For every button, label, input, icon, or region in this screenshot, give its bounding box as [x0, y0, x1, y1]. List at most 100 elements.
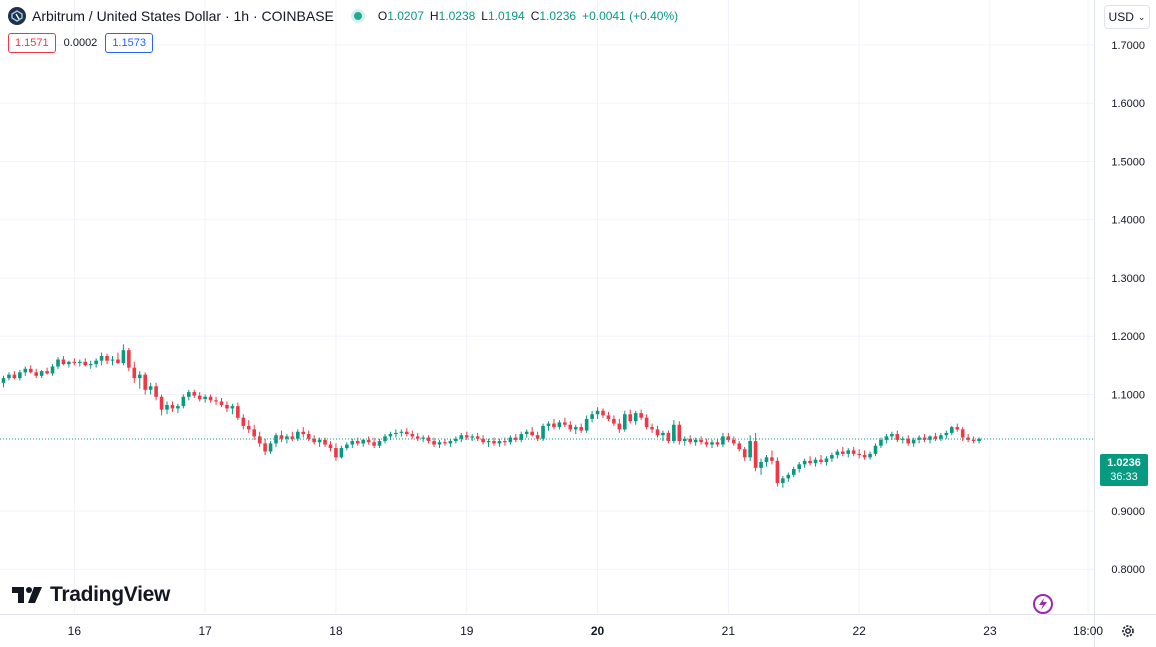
candle: [132, 361, 137, 383]
candle: [230, 403, 235, 415]
candle-body: [579, 427, 583, 431]
price-tick-label: 1.4000: [1111, 215, 1145, 227]
candle: [252, 424, 256, 440]
ohlc-values: O1.0207 H1.0238 L1.0194 C1.0236 +0.0041 …: [378, 9, 678, 23]
high-label: H: [429, 9, 439, 23]
candle: [726, 432, 731, 443]
candle: [432, 437, 436, 447]
candle: [110, 356, 115, 366]
candle: [61, 356, 66, 366]
time-axis[interactable]: 16 17 18 19 20 21 22 23 18:00: [68, 624, 1104, 638]
candle-body: [345, 444, 349, 449]
candle: [770, 450, 774, 465]
candle: [23, 366, 28, 376]
candle: [623, 410, 627, 432]
candle: [181, 394, 186, 409]
candle: [257, 431, 262, 447]
low-label: L: [481, 9, 488, 23]
candle-body: [633, 413, 638, 422]
candle-body: [116, 359, 120, 363]
candle: [443, 438, 447, 446]
candle: [644, 414, 649, 430]
candle: [677, 421, 682, 445]
candle-body: [72, 361, 77, 363]
candle: [530, 427, 534, 437]
candle-body: [355, 441, 360, 444]
candle-body: [214, 400, 218, 402]
candle-body: [366, 439, 371, 443]
candle-body: [176, 406, 180, 409]
candle-body: [737, 443, 742, 450]
candle-body: [225, 404, 229, 409]
candle: [639, 409, 643, 421]
candle: [732, 436, 736, 446]
candle: [67, 360, 71, 368]
candle-body: [437, 442, 442, 445]
time-tick-label: 23: [983, 624, 997, 638]
symbol-title[interactable]: Arbitrum / United States Dollar · 1h · C…: [32, 8, 334, 24]
candle-body: [197, 395, 202, 400]
time-tick-label: 19: [460, 624, 474, 638]
candle: [241, 414, 246, 430]
candle-body: [813, 459, 818, 464]
currency-select[interactable]: USD ⌄: [1104, 5, 1150, 29]
candle-body: [721, 436, 725, 445]
candle: [328, 441, 333, 452]
candle-body: [682, 438, 687, 442]
candle-body: [148, 386, 153, 390]
lightning-icon[interactable]: [1033, 594, 1053, 614]
candle-body: [334, 448, 338, 458]
price-tick-label: 1.1000: [1111, 389, 1145, 401]
candle: [612, 415, 616, 426]
candle: [971, 436, 976, 444]
price-axis[interactable]: 1.7000 1.6000 1.5000 1.4000 1.3000 1.2000 1.10…: [1111, 40, 1145, 576]
candle-body: [672, 424, 676, 442]
candle-body: [650, 427, 654, 430]
candle: [78, 359, 82, 367]
candle: [873, 443, 878, 457]
candle: [170, 401, 175, 412]
candle: [214, 396, 218, 405]
candle: [263, 438, 267, 456]
candle-body: [257, 436, 262, 444]
candle: [486, 438, 491, 447]
candle: [573, 424, 578, 435]
candle: [514, 434, 518, 443]
candle-body: [781, 478, 785, 483]
candle-body: [573, 427, 578, 430]
candle-body: [187, 392, 191, 397]
candle: [541, 423, 545, 442]
candle-body: [230, 406, 235, 409]
candle: [50, 364, 55, 376]
candle: [410, 430, 415, 439]
candle-body: [497, 441, 502, 444]
open-value: 1.0207: [387, 9, 424, 23]
time-tick-label: 18:00: [1073, 624, 1103, 638]
candle-body: [775, 460, 780, 483]
candle: [399, 429, 404, 437]
candle-body: [584, 418, 589, 431]
candle: [99, 352, 104, 366]
candle: [34, 368, 38, 379]
tradingview-logo[interactable]: TradingView: [12, 583, 170, 607]
candle: [944, 430, 949, 439]
gear-icon[interactable]: [1120, 623, 1136, 639]
candle-body: [693, 439, 698, 443]
candle: [682, 436, 687, 446]
candle: [715, 438, 720, 447]
candle: [808, 456, 812, 466]
candle: [323, 437, 327, 447]
low-value: 1.0194: [487, 9, 525, 23]
candle-body: [486, 441, 491, 443]
candle-body: [519, 434, 524, 440]
sell-button[interactable]: 1.1571: [8, 33, 56, 53]
candle-body: [470, 436, 474, 438]
candle: [236, 402, 240, 421]
open-label: O: [377, 9, 388, 23]
candle-body: [873, 445, 878, 454]
buy-button[interactable]: 1.1573: [105, 33, 153, 53]
candle: [835, 449, 840, 459]
candle-body: [928, 436, 932, 440]
candle: [1, 375, 6, 388]
